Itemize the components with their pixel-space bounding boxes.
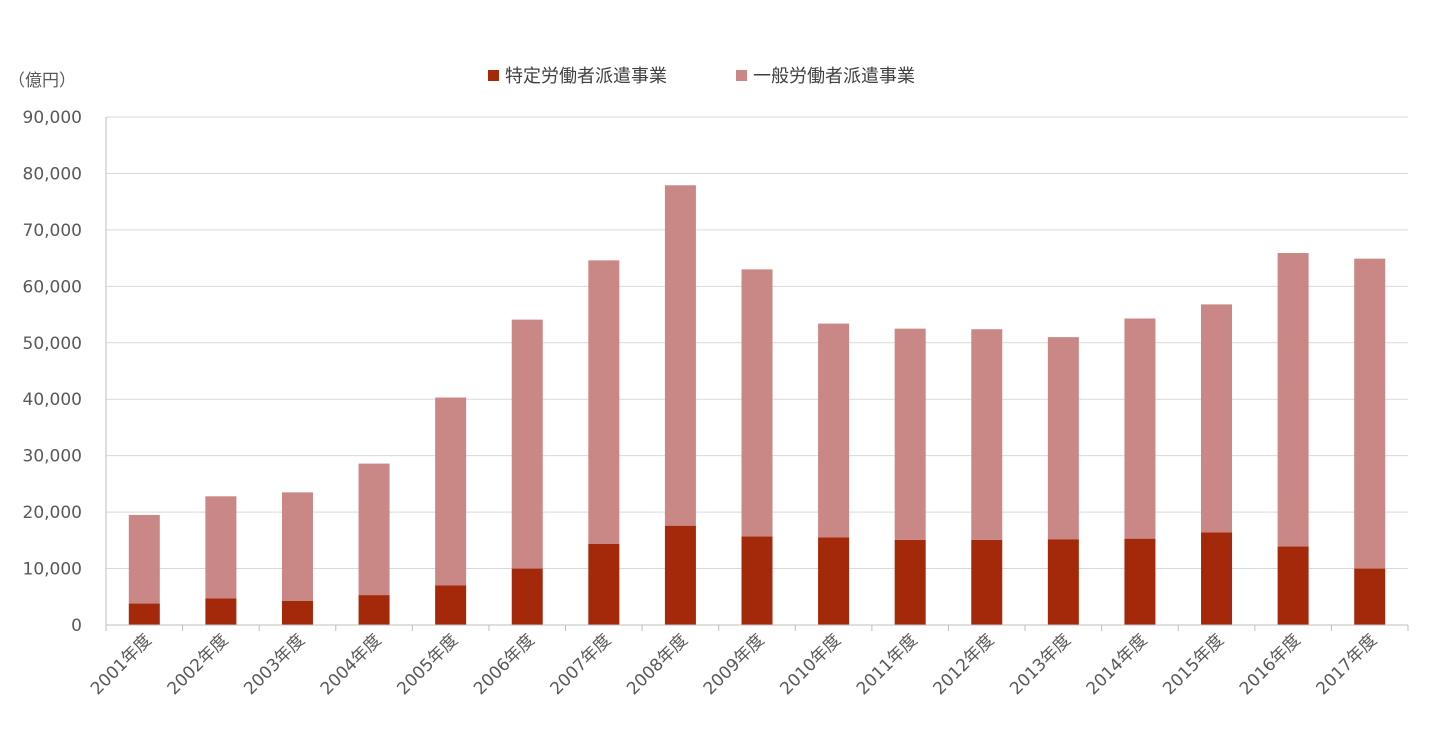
bar-ippan	[1354, 258, 1386, 569]
bar-ippan	[1047, 337, 1079, 540]
bar-ippan	[818, 323, 850, 538]
bar-tokutei	[281, 600, 313, 625]
x-tick-label: 2016年度	[1236, 630, 1305, 699]
y-tick-label: 0	[71, 616, 82, 636]
bar-tokutei	[971, 539, 1003, 625]
bar-tokutei	[741, 536, 773, 625]
bars	[128, 185, 1386, 625]
x-tick-label: 2006年度	[470, 630, 539, 699]
bar-ippan	[741, 269, 773, 537]
bar-tokutei	[435, 585, 467, 625]
bar-ippan	[1277, 253, 1309, 547]
x-tick-label: 2002年度	[164, 630, 233, 699]
legend-swatch	[736, 70, 747, 81]
y-tick-label: 30,000	[23, 447, 82, 467]
y-tick-label: 40,000	[23, 390, 82, 410]
bar-tokutei	[205, 598, 237, 625]
x-tick-label: 2001年度	[87, 630, 156, 699]
x-tick-label: 2014年度	[1083, 630, 1152, 699]
y-tick-label: 20,000	[23, 503, 82, 523]
bar-ippan	[511, 319, 543, 569]
bar-tokutei	[1354, 568, 1386, 625]
bar-ippan	[971, 329, 1003, 540]
bar-tokutei	[894, 539, 926, 625]
bar-ippan	[205, 496, 237, 599]
bar-tokutei	[511, 568, 543, 625]
y-tick-label: 70,000	[23, 221, 82, 241]
bar-ippan	[894, 328, 926, 540]
x-tick-label: 2010年度	[776, 630, 845, 699]
x-tick-label: 2009年度	[700, 630, 769, 699]
y-tick-label: 50,000	[23, 334, 82, 354]
y-tick-label: 90,000	[23, 108, 82, 128]
bar-tokutei	[664, 525, 696, 625]
bar-ippan	[1201, 304, 1233, 533]
bar-ippan	[664, 185, 696, 526]
bar-ippan	[128, 514, 160, 604]
x-tick-label: 2005年度	[393, 630, 462, 699]
x-tick-label: 2012年度	[930, 630, 999, 699]
axes: 0 10,000 20,000 30,000 40,000 50,000 60,000 70,…	[8, 71, 1409, 699]
y-tick-label: 10,000	[23, 560, 82, 580]
x-tick-label: 2011年度	[853, 630, 922, 699]
bar-tokutei	[818, 537, 850, 625]
x-tick-label: 2008年度	[623, 630, 692, 699]
bar-ippan	[358, 463, 390, 596]
legend-label: 特定労働者派遣事業	[505, 66, 667, 87]
bar-tokutei	[1047, 539, 1079, 625]
x-tick-label: 2003年度	[240, 630, 309, 699]
bar-ippan	[588, 260, 620, 544]
bar-tokutei	[588, 543, 620, 625]
bar-ippan	[1124, 318, 1156, 539]
x-tick-label: 2015年度	[1159, 630, 1228, 699]
bar-tokutei	[128, 603, 160, 625]
y-unit-label: （億円）	[8, 71, 76, 91]
x-tick-label: 2007年度	[547, 630, 616, 699]
x-tick-label: 2017年度	[1312, 630, 1381, 699]
bar-tokutei	[1124, 538, 1156, 625]
x-tick-label: 2004年度	[317, 630, 386, 699]
bar-ippan	[281, 492, 313, 601]
x-tick-label: 2013年度	[1006, 630, 1075, 699]
y-tick-label: 60,000	[23, 277, 82, 297]
legend-swatch	[488, 70, 499, 81]
bar-ippan	[435, 397, 467, 586]
bar-tokutei	[1277, 546, 1309, 625]
bar-tokutei	[1201, 532, 1233, 625]
legend: 特定労働者派遣事業 一般労働者派遣事業	[488, 66, 915, 87]
y-tick-label: 80,000	[23, 164, 82, 184]
bar-tokutei	[358, 595, 390, 625]
legend-label: 一般労働者派遣事業	[753, 66, 915, 87]
